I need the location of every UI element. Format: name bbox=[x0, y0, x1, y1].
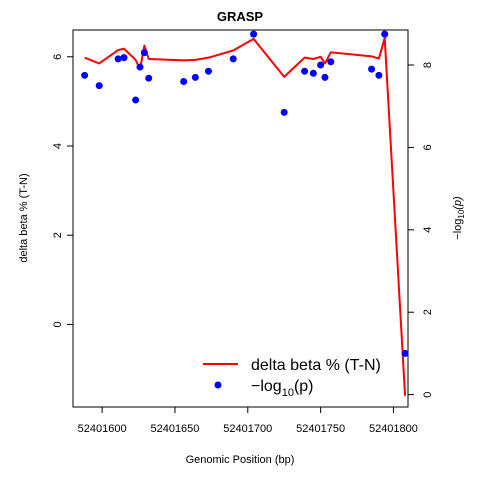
series-layer bbox=[81, 30, 409, 396]
pvalue-point bbox=[81, 71, 89, 79]
y-tick-label: 4 bbox=[52, 143, 64, 149]
pvalue-point bbox=[140, 49, 148, 57]
y-tick-label: 2 bbox=[52, 232, 64, 238]
pvalue-point bbox=[191, 73, 199, 81]
plot-frame bbox=[72, 29, 409, 408]
y-axis-left: 0 2 4 6 bbox=[52, 54, 73, 328]
pvalue-point bbox=[401, 349, 409, 357]
pvalue-point bbox=[321, 73, 329, 81]
x-tick-label: 52401600 bbox=[78, 423, 127, 435]
legend-point-label-subscript: 10 bbox=[282, 387, 294, 399]
pvalue-point bbox=[381, 30, 389, 38]
pvalue-point bbox=[229, 55, 237, 63]
pvalue-point bbox=[204, 67, 212, 75]
pvalue-point bbox=[250, 30, 258, 38]
y2-tick-label: 8 bbox=[422, 62, 434, 68]
pvalue-point bbox=[309, 69, 317, 77]
y2-tick-label: 2 bbox=[422, 309, 434, 315]
pvalue-point bbox=[132, 96, 140, 104]
x-axis: 52401600 52401650 52401700 52401750 52401800 bbox=[78, 407, 418, 435]
x-axis-label: Genomic Position (bp) bbox=[186, 454, 295, 466]
x-tick-label: 52401650 bbox=[150, 423, 199, 435]
y2-tick-label: 4 bbox=[422, 227, 434, 233]
x-tick-label: 52401800 bbox=[369, 423, 418, 435]
pvalue-point bbox=[280, 108, 288, 116]
pvalue-point bbox=[317, 61, 325, 69]
legend-point-label: −log10(p) bbox=[251, 378, 314, 399]
y2-tick-label: 0 bbox=[422, 392, 434, 398]
legend-line-label: delta beta % (T-N) bbox=[251, 357, 381, 374]
pvalue-point bbox=[375, 71, 383, 79]
y-axis-right: 0 2 4 6 8 bbox=[408, 62, 434, 398]
y2-axis-label: −log10(p) bbox=[452, 196, 466, 240]
pvalue-point bbox=[368, 65, 376, 73]
legend-point-label-prefix: −log bbox=[251, 378, 282, 395]
pvalue-point bbox=[114, 55, 122, 63]
y2-tick-label: 6 bbox=[422, 144, 434, 150]
legend-point-swatch bbox=[214, 381, 222, 389]
delta-beta-line bbox=[84, 37, 407, 396]
pvalue-point bbox=[145, 74, 153, 82]
y-tick-label: 0 bbox=[52, 321, 64, 327]
pvalue-point bbox=[327, 58, 335, 66]
y2-axis-label-variable: (p) bbox=[452, 196, 464, 210]
pvalue-point bbox=[136, 63, 144, 71]
legend: delta beta % (T-N) −log10(p) bbox=[203, 357, 381, 399]
pvalue-point bbox=[180, 78, 188, 86]
x-tick-label: 52401700 bbox=[223, 423, 272, 435]
pvalue-point bbox=[120, 54, 128, 62]
y-axis-label: delta beta % (T-N) bbox=[18, 173, 30, 262]
y2-axis-label-subscript: 10 bbox=[457, 209, 466, 218]
legend-point-label-variable: (p) bbox=[294, 378, 314, 395]
x-tick-label: 52401750 bbox=[296, 423, 345, 435]
chart-title: GRASP bbox=[217, 9, 264, 24]
y-tick-label: 6 bbox=[52, 54, 64, 60]
y2-axis-label-prefix: −log bbox=[452, 219, 464, 240]
pvalue-point bbox=[301, 67, 309, 75]
pvalue-point bbox=[95, 82, 103, 90]
